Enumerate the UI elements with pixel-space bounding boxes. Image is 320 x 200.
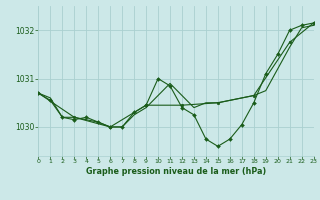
X-axis label: Graphe pression niveau de la mer (hPa): Graphe pression niveau de la mer (hPa) bbox=[86, 167, 266, 176]
